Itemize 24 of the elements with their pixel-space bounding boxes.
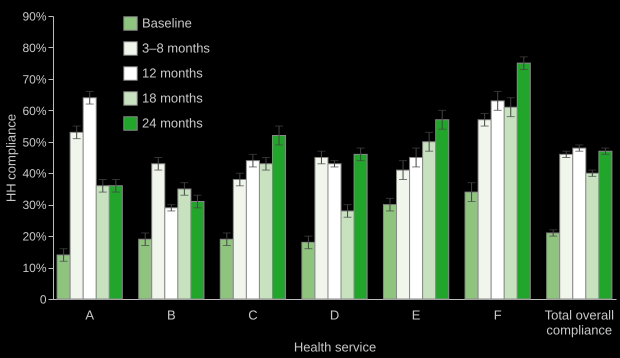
x-tick-label: F bbox=[494, 308, 502, 322]
y-tick-label: 60% bbox=[22, 104, 47, 118]
y-tick-label: 10% bbox=[22, 261, 47, 276]
legend-label: 3–8 months bbox=[142, 40, 210, 56]
x-tick-label: E bbox=[412, 308, 421, 322]
y-tick-label: 50% bbox=[22, 135, 47, 150]
x-tick-label: D bbox=[330, 308, 340, 322]
x-axis-title: Health service bbox=[294, 340, 376, 354]
y-tick-label: 70% bbox=[22, 72, 47, 86]
x-tick-label: A bbox=[85, 308, 94, 322]
legend-label: Baseline bbox=[142, 16, 192, 30]
x-tick-label: C bbox=[248, 308, 258, 322]
x-tick-label: Total overall compliance bbox=[544, 308, 614, 338]
y-tick-label: 90% bbox=[22, 10, 47, 24]
legend-label: 12 months bbox=[142, 66, 204, 80]
x-tick-label: B bbox=[166, 308, 176, 322]
y-tick-label: 40% bbox=[22, 166, 47, 181]
y-tick-label: 0 bbox=[40, 292, 47, 306]
legend-label: 24 months bbox=[142, 116, 204, 130]
y-tick-label: 80% bbox=[22, 40, 47, 55]
y-tick-label: 20% bbox=[22, 230, 47, 244]
y-tick-label: 30% bbox=[22, 198, 47, 212]
legend-label: 18 months bbox=[142, 90, 204, 106]
y-axis-title: HH compliance bbox=[3, 114, 18, 202]
